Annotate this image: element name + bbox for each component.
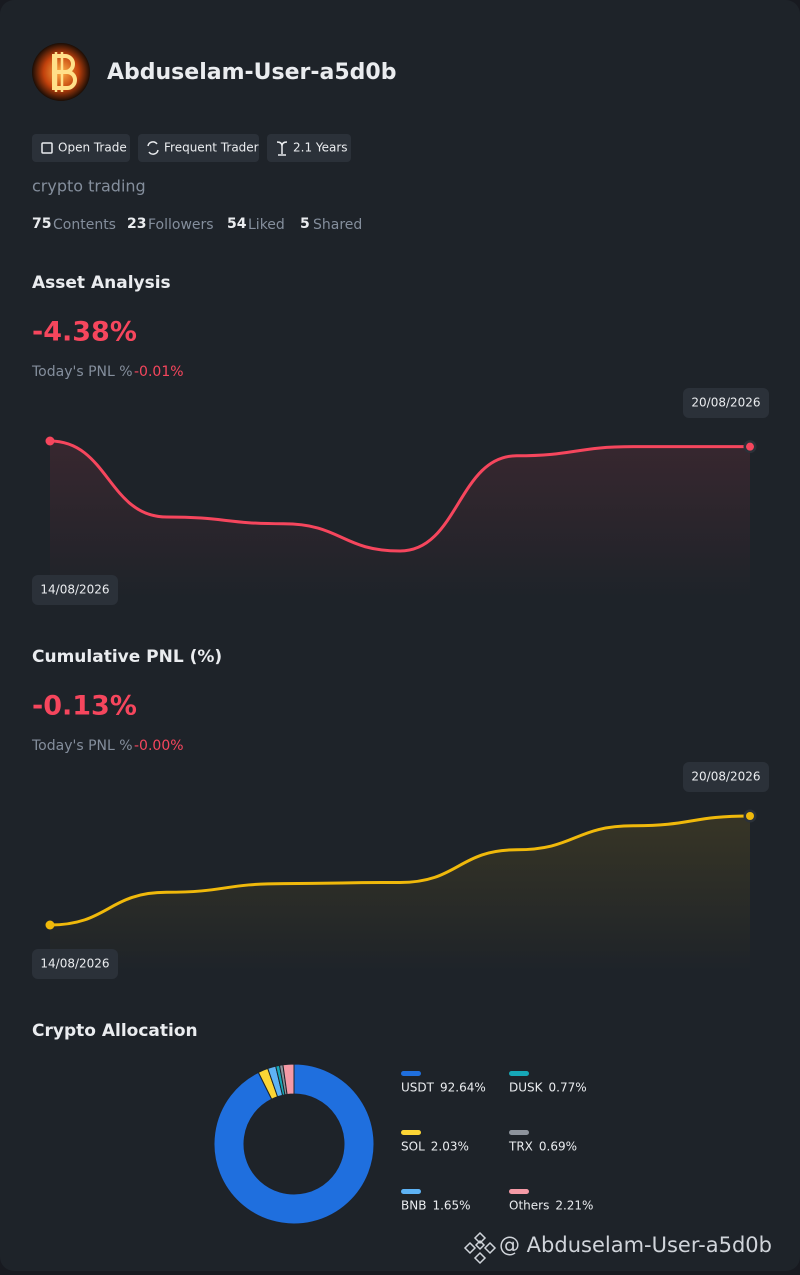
legend-swatch xyxy=(401,1130,421,1135)
donut-slice xyxy=(213,1063,375,1225)
section-title: Asset Analysis xyxy=(32,273,171,293)
legend-swatch xyxy=(401,1071,421,1076)
user-name: Abduselam-User-a5d0b xyxy=(107,60,396,85)
stat-count: 5 xyxy=(300,216,310,232)
watermark-text: @ Abduselam-User-a5d0b xyxy=(499,1233,772,1257)
legend-name: USDT xyxy=(401,1081,435,1095)
section-title: Crypto Allocation xyxy=(32,1021,198,1041)
stat-label: Contents xyxy=(53,217,116,233)
line-area xyxy=(50,816,750,972)
legend-name: Others xyxy=(509,1199,549,1213)
legend-value: 1.65% xyxy=(432,1199,470,1213)
stat-label: Followers xyxy=(148,217,214,233)
badge-icon xyxy=(41,142,53,154)
badge: Frequent Trader xyxy=(164,141,259,155)
date-label: 14/08/2026 xyxy=(40,957,109,971)
legend-name: BNB xyxy=(401,1199,426,1213)
stat-count: 23 xyxy=(127,216,146,232)
line-area xyxy=(50,441,750,598)
badge-bg xyxy=(138,134,259,162)
legend-value: 2.03% xyxy=(431,1140,469,1154)
watermark: @ Abduselam-User-a5d0b xyxy=(463,1231,772,1265)
date-pill xyxy=(32,575,118,605)
legend-value: 92.64% xyxy=(440,1081,486,1095)
pnl-value: -0.00% xyxy=(134,738,184,754)
stat-label: Liked xyxy=(248,217,285,233)
legend-swatch xyxy=(401,1189,421,1194)
badge: 2.1 Years xyxy=(293,141,348,155)
line xyxy=(49,814,751,927)
legend-swatch xyxy=(509,1189,529,1194)
badge-icon xyxy=(147,141,159,155)
headline-value: -4.38% xyxy=(32,317,137,348)
legend-swatch xyxy=(509,1071,529,1076)
end-point-core xyxy=(746,812,754,820)
legend-value: 0.77% xyxy=(549,1081,587,1095)
section-title: Cumulative PNL (%) xyxy=(32,647,222,667)
pnl-value: -0.01% xyxy=(134,364,184,380)
legend-name: DUSK xyxy=(509,1081,544,1095)
avatar xyxy=(32,43,90,101)
pnl-label: Today's PNL % xyxy=(31,738,133,754)
start-point xyxy=(45,920,55,930)
badge: Open Trade xyxy=(58,141,127,155)
legend-name: SOL xyxy=(401,1140,425,1154)
pnl-label: Today's PNL % xyxy=(31,364,133,380)
badge-bg xyxy=(267,134,351,162)
bio: crypto trading xyxy=(32,177,146,196)
legend-swatch xyxy=(509,1130,529,1135)
date-pill xyxy=(683,388,769,418)
stat-label: Shared xyxy=(313,217,362,233)
date-pill xyxy=(32,949,118,979)
stat-count: 75 xyxy=(32,216,51,232)
date-pill xyxy=(683,762,769,792)
donut-slice xyxy=(282,1063,295,1096)
date-label: 20/08/2026 xyxy=(691,770,760,784)
stat-count: 54 xyxy=(227,216,247,232)
headline-value: -0.13% xyxy=(32,691,137,722)
legend-value: 0.69% xyxy=(539,1140,577,1154)
date-label: 14/08/2026 xyxy=(40,583,109,597)
badge-bg xyxy=(32,134,130,162)
date-label: 20/08/2026 xyxy=(691,396,760,410)
legend-value: 2.21% xyxy=(555,1199,593,1213)
legend-name: TRX xyxy=(508,1140,533,1154)
start-point xyxy=(45,436,55,446)
line xyxy=(49,439,750,553)
badge-icon xyxy=(276,141,288,156)
end-point-core xyxy=(746,442,754,451)
